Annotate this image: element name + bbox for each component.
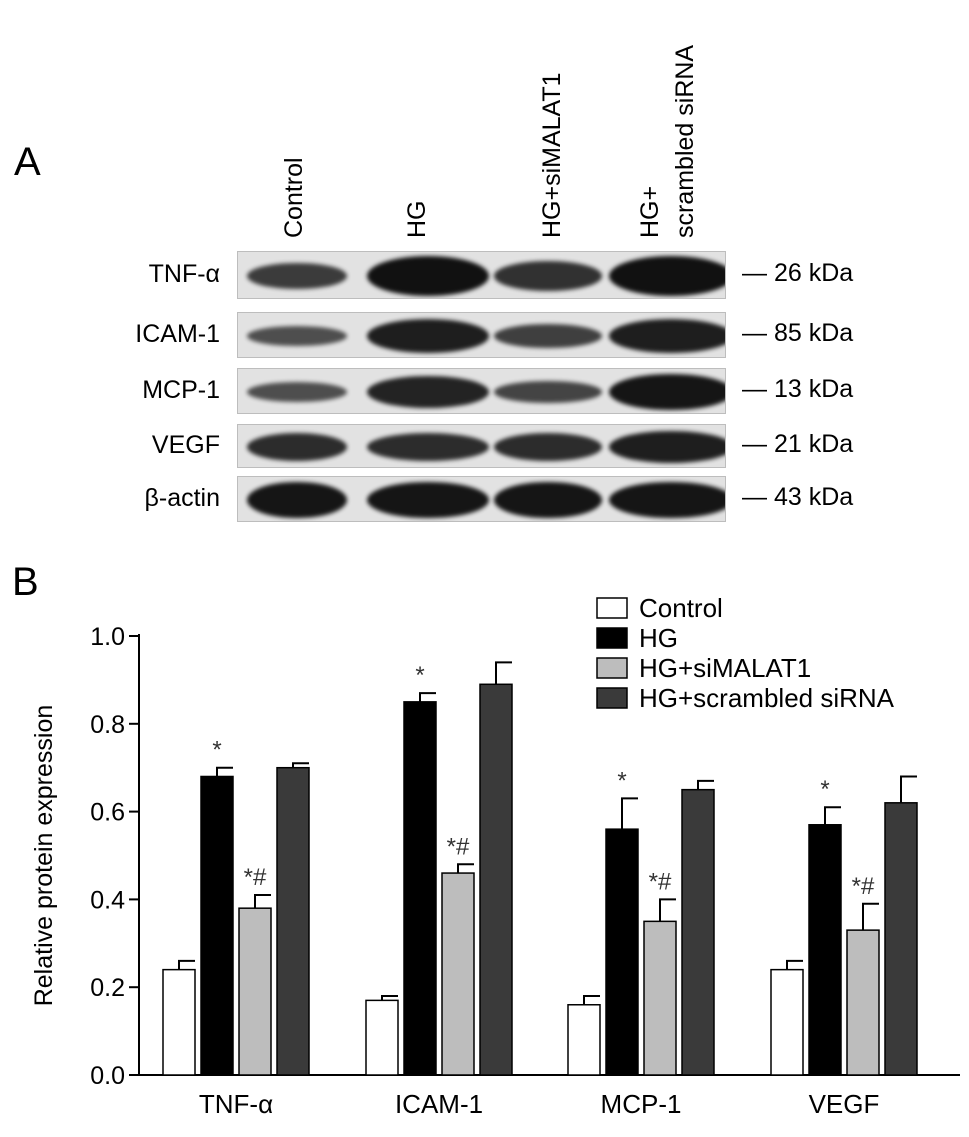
molecular-weight-label: — 85 kDa <box>742 319 854 347</box>
lane-label-hg-simalat1: HG+siMALAT1 <box>538 72 566 238</box>
x-tick-label: TNF-α <box>199 1089 273 1119</box>
blot-strip <box>237 476 726 522</box>
blot-band <box>494 432 602 462</box>
bar <box>808 824 842 1076</box>
blot-band <box>247 432 347 462</box>
legend-swatch <box>596 627 628 649</box>
blot-band <box>367 319 489 353</box>
blot-band <box>247 481 347 519</box>
bar <box>567 1004 601 1076</box>
blot-strip <box>237 424 726 468</box>
blot-strip <box>237 368 726 414</box>
blot-band <box>609 256 725 296</box>
bar <box>884 802 918 1076</box>
significance-label: * <box>415 662 424 689</box>
blot-row-label: TNF-α <box>148 260 220 288</box>
x-tick-label: ICAM-1 <box>395 1089 483 1119</box>
blot-row-label: VEGF <box>151 431 220 459</box>
bar <box>479 683 513 1076</box>
significance-label: * <box>212 737 221 764</box>
significance-label: * <box>820 776 829 803</box>
bar <box>441 872 475 1076</box>
y-tick-label: 1.0 <box>90 623 125 651</box>
blot-band <box>494 324 602 348</box>
bar <box>200 775 234 1076</box>
legend-entry: HG+scrambled siRNA <box>639 683 895 713</box>
y-axis-label: Relative protein expression <box>30 705 58 1007</box>
significance-label: *# <box>852 873 875 900</box>
y-tick-label: 0.0 <box>90 1062 125 1090</box>
legend-swatch <box>596 597 628 619</box>
panel-b-letter: B <box>12 560 39 604</box>
blot-band <box>609 319 725 353</box>
blot-band <box>247 326 347 346</box>
blot-band <box>609 430 725 464</box>
blot-band <box>494 481 602 519</box>
bar <box>238 907 272 1076</box>
y-tick-label: 0.2 <box>90 974 125 1002</box>
lane-label-hg-plus: HG+ <box>636 185 664 238</box>
y-tick-label: 0.8 <box>90 711 125 739</box>
blot-band <box>494 261 602 291</box>
blot-band <box>247 262 347 290</box>
molecular-weight-label: — 43 kDa <box>742 483 854 511</box>
blot-row-label: β-actin <box>144 484 220 512</box>
x-tick-label: VEGF <box>809 1089 880 1119</box>
bar <box>403 701 437 1076</box>
significance-label: *# <box>244 864 267 891</box>
significance-label: *# <box>447 833 470 860</box>
blot-strip <box>237 312 726 358</box>
blot-band <box>367 375 489 409</box>
molecular-weight-label: — 26 kDa <box>742 259 854 287</box>
legend-swatch <box>596 657 628 679</box>
molecular-weight-label: — 21 kDa <box>742 430 854 458</box>
significance-label: * <box>617 767 626 794</box>
panel-a-letter: A <box>14 140 41 184</box>
bar <box>276 766 310 1076</box>
bar <box>365 999 399 1076</box>
blot-band <box>609 481 725 519</box>
blot-strip <box>237 251 726 299</box>
lane-label-control: Control <box>280 157 308 238</box>
blot-row-label: MCP-1 <box>142 376 220 404</box>
blot-band <box>494 380 602 404</box>
molecular-weight-label: — 13 kDa <box>742 375 854 403</box>
legend-swatch <box>596 687 628 709</box>
blot-band <box>247 382 347 402</box>
blot-band <box>367 256 489 296</box>
legend-entry: HG+siMALAT1 <box>639 653 811 683</box>
bar <box>681 788 715 1076</box>
legend-entry: HG <box>639 623 678 653</box>
significance-label: *# <box>649 868 672 895</box>
y-tick-label: 0.6 <box>90 799 125 827</box>
lane-label-scrambled-sirna: scrambled siRNA <box>671 44 699 238</box>
blot-band <box>367 481 489 519</box>
bar <box>605 828 639 1076</box>
lane-label-hg: HG <box>403 200 431 239</box>
blot-band <box>367 432 489 462</box>
blot-band <box>609 373 725 411</box>
bar <box>846 929 880 1076</box>
bar <box>770 968 804 1076</box>
bar <box>643 920 677 1076</box>
x-tick-label: MCP-1 <box>601 1089 682 1119</box>
blot-row-label: ICAM-1 <box>135 320 220 348</box>
y-tick-label: 0.4 <box>90 886 125 914</box>
legend-entry: Control <box>639 593 723 623</box>
bar <box>162 968 196 1076</box>
